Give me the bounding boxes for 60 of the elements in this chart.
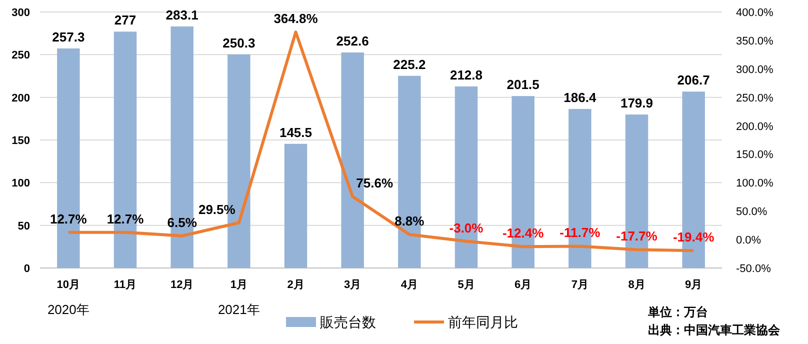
y-tick-label: 50 <box>18 220 30 232</box>
data-label: 257.3 <box>52 29 85 44</box>
bar <box>284 144 308 268</box>
data-label: 12.7% <box>106 211 144 226</box>
data-label: 252.6 <box>336 33 369 48</box>
source-note: 出典：中国汽車工業協会 <box>648 323 781 337</box>
data-label: -17.7% <box>616 228 658 244</box>
data-label: 283.1 <box>166 7 198 22</box>
y-tick-label: 100 <box>12 178 30 190</box>
y2-tick-label: 350.0% <box>736 35 774 48</box>
data-label: 250.3 <box>222 35 256 50</box>
x-tick-label: 12月 <box>170 279 194 291</box>
x-tick-label: 1月 <box>230 279 248 291</box>
y-tick-label: 300 <box>12 7 30 19</box>
x-tick-label: 11月 <box>114 279 137 291</box>
y2-tick-label: 200.0% <box>736 120 774 133</box>
data-label: 12.7% <box>50 211 88 226</box>
x-tick-label: 10月 <box>56 279 80 291</box>
data-label: 29.5% <box>198 202 236 217</box>
data-label: -3.0% <box>449 220 484 236</box>
x-tick-label: 4月 <box>400 279 418 291</box>
data-label: 225.2 <box>393 56 426 72</box>
data-label: 206.7 <box>677 72 710 88</box>
data-label: 212.8 <box>450 67 483 82</box>
x-tick-label: 9月 <box>685 279 702 291</box>
data-label: -12.4% <box>502 226 544 241</box>
legend-label: 販売台数 <box>320 314 376 330</box>
x-tick-label: 6月 <box>514 279 532 291</box>
y2-tick-label: 300.0% <box>736 64 774 76</box>
data-label: 277 <box>114 12 136 28</box>
y-tick-label: 250 <box>12 50 30 62</box>
data-label: -11.7% <box>560 225 601 240</box>
legend-label: 前年同月比 <box>448 314 518 330</box>
y2-tick-label: -50.0% <box>736 263 772 275</box>
y2-tick-label: 250.0% <box>736 92 774 104</box>
data-label: 145.5 <box>279 124 312 140</box>
data-label: 179.9 <box>620 95 654 110</box>
data-label: 364.8% <box>274 11 318 26</box>
x-tick-label: 8月 <box>628 279 646 291</box>
data-label: 75.6% <box>356 176 394 191</box>
data-label: 8.8% <box>394 214 425 229</box>
data-label: 6.5% <box>167 214 198 230</box>
y2-tick-label: 400.0% <box>736 7 774 19</box>
data-label: 201.5 <box>506 77 540 92</box>
text: 単位：万台 <box>647 305 708 319</box>
x-tick-label: 2月 <box>287 279 304 291</box>
text: 2021年 <box>218 302 260 317</box>
data-label: -19.4% <box>672 230 715 245</box>
text: 2020年 <box>47 302 90 317</box>
x-tick-label: 5月 <box>458 279 475 291</box>
y-tick-label: 200 <box>12 92 30 104</box>
x-tick-label: 7月 <box>571 279 588 291</box>
y2-tick-label: 100.0% <box>736 178 774 190</box>
data-label: 186.4 <box>564 90 597 105</box>
y2-tick-label: 50.0% <box>736 206 768 218</box>
x-tick-label: 3月 <box>344 279 362 291</box>
y-tick-label: 150 <box>12 135 30 147</box>
y2-tick-label: 150.0% <box>736 149 774 162</box>
y2-tick-label: 0.0% <box>736 234 762 247</box>
y-tick-label: 0 <box>24 263 30 275</box>
